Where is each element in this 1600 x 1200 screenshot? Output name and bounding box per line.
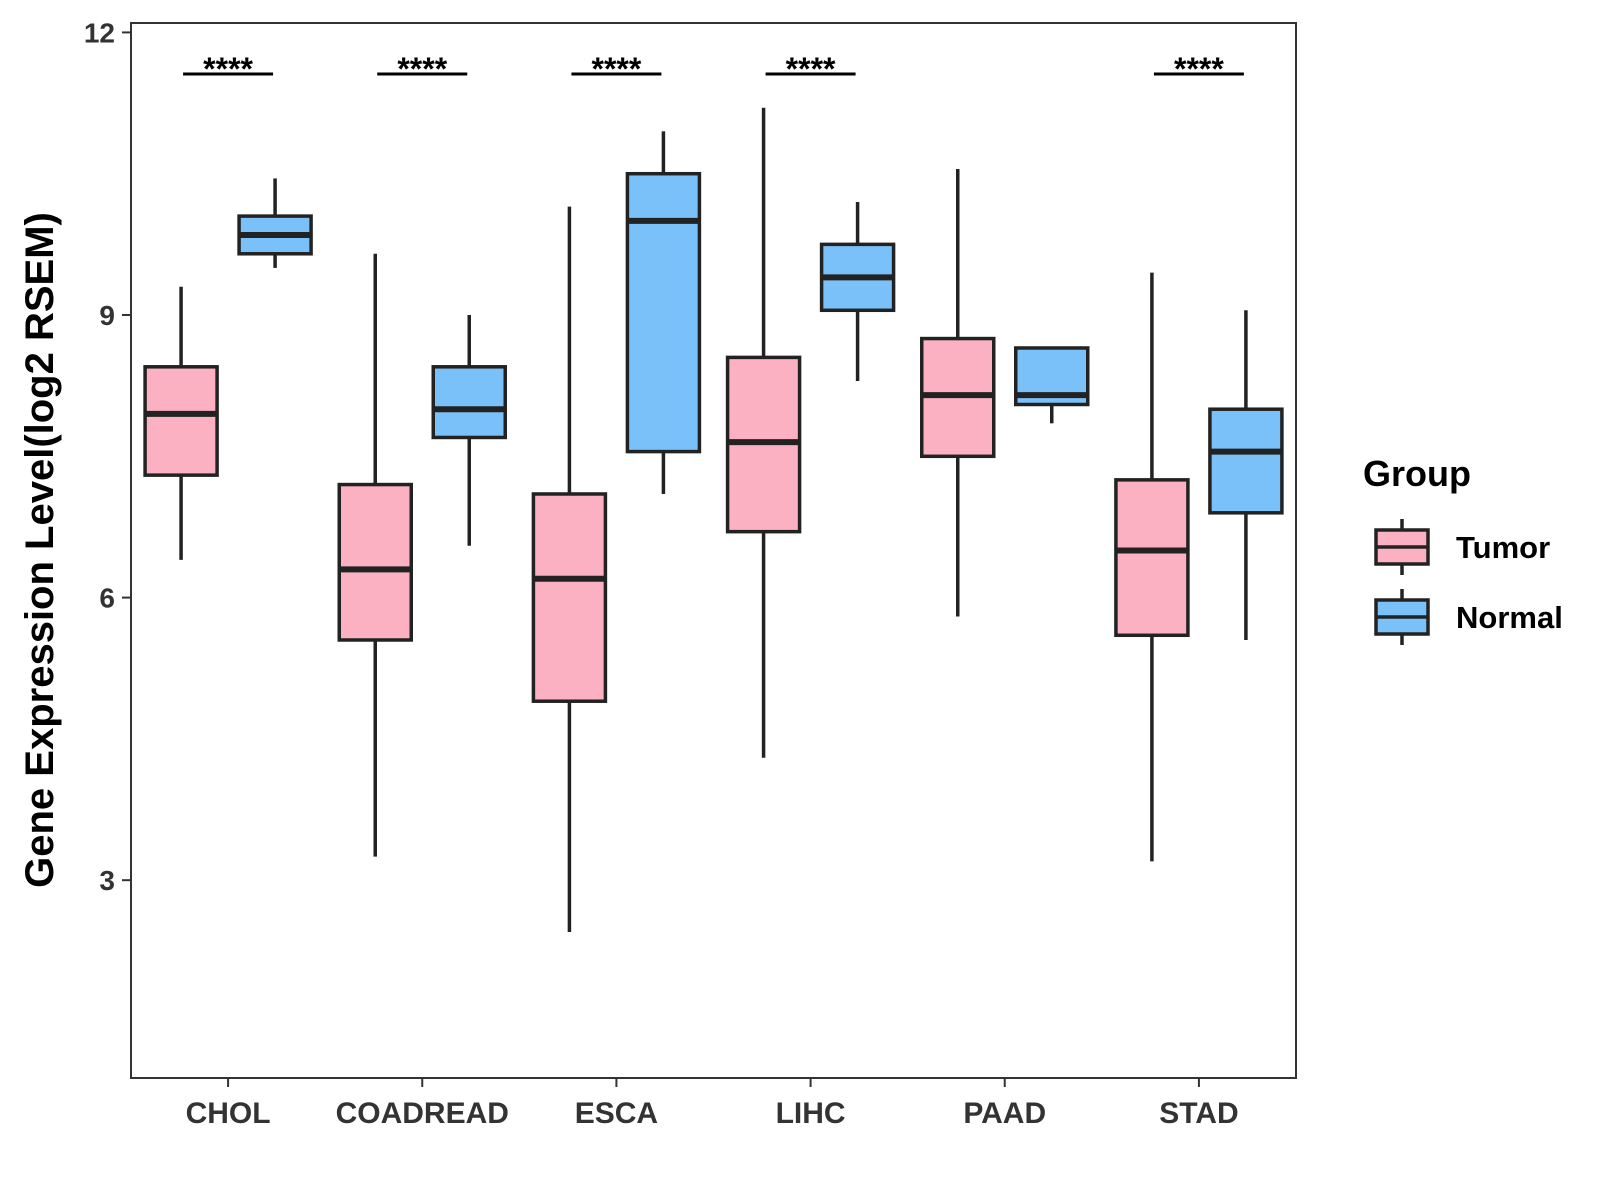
box-tumor-esca [531, 206, 608, 932]
x-tick-label: ESCA [575, 1097, 658, 1130]
x-tick-label: STAD [1159, 1097, 1238, 1130]
plot-frame [130, 22, 1297, 1079]
box-normal-chol [237, 178, 313, 268]
x-tick-label: CHOL [186, 1097, 271, 1130]
box-normal-stad [1208, 310, 1284, 640]
box-iqr [625, 171, 702, 454]
box-tumor-lihc [725, 107, 802, 758]
box-normal-esca [625, 131, 702, 494]
legend-entry-label: Tumor [1456, 530, 1550, 565]
box-tumor-stad [1114, 272, 1190, 862]
significance-label: **** [203, 51, 253, 87]
y-axis: 3 6 9 12 [84, 17, 131, 896]
y-tick-label: 6 [99, 583, 115, 614]
legend-title: Group [1363, 453, 1471, 494]
box-normal-lihc [819, 201, 896, 381]
significance-label: **** [397, 51, 447, 87]
box-normal-paad [1014, 346, 1090, 424]
legend-entry-tumor: Tumor [1374, 519, 1550, 575]
box-iqr [143, 365, 219, 477]
y-tick-label: 9 [99, 300, 115, 331]
box-tumor-coadread [337, 253, 413, 857]
box-iqr [531, 492, 608, 703]
box-iqr [1114, 478, 1190, 638]
significance-label: **** [1174, 51, 1224, 87]
legend-entry-normal: Normal [1374, 589, 1563, 645]
significance-label: **** [592, 51, 642, 87]
box-tumor-paad [920, 169, 996, 617]
x-tick-label: LIHC [776, 1097, 846, 1130]
legend: Group Tumor Normal [1363, 453, 1563, 645]
significance-label: **** [786, 51, 836, 87]
x-axis: CHOL COADREAD ESCA LIHC PAAD STAD [186, 1078, 1239, 1130]
box-iqr [1208, 407, 1284, 515]
box-tumor-chol [143, 286, 219, 560]
box-iqr [431, 365, 507, 440]
plot-area: **** **** **** **** **** [143, 51, 1284, 932]
box-normal-coadread [431, 315, 507, 546]
x-tick-label: PAAD [963, 1097, 1046, 1130]
x-tick-label: COADREAD [336, 1097, 509, 1130]
y-tick-label: 3 [99, 865, 115, 896]
y-axis-label: Gene Expression Level(log2 RSEM) [18, 212, 62, 888]
box-iqr [337, 482, 413, 642]
legend-entry-label: Normal [1456, 600, 1563, 635]
y-tick-label: 12 [84, 17, 115, 48]
